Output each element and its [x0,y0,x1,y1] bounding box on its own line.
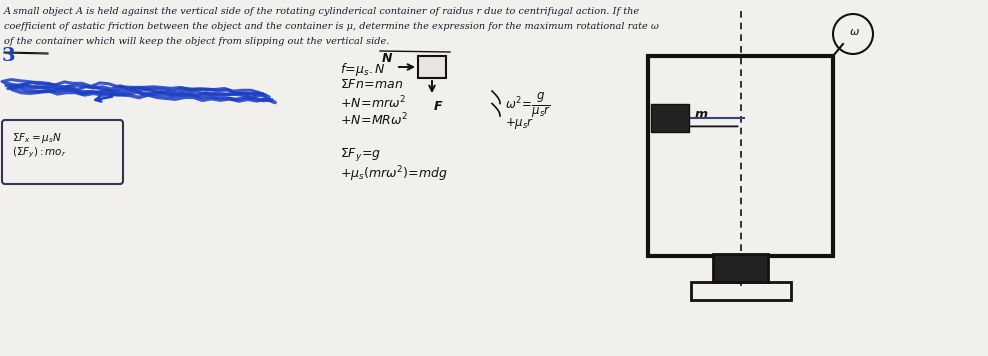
Text: A small object A is held against the vertical side of the rotating cylinderical : A small object A is held against the ver… [4,7,640,16]
FancyBboxPatch shape [2,120,123,184]
Bar [648,56,833,256]
Text: $(\Sigma F_y): mo_r$: $(\Sigma F_y): mo_r$ [12,146,66,161]
Text: $f \!=\! \mu_s . N$: $f \!=\! \mu_s . N$ [340,61,386,78]
Text: $+\mu_s(mr\omega^2) \!=\! mdg$: $+\mu_s(mr\omega^2) \!=\! mdg$ [340,164,449,184]
Text: $+N \!=\! mr\omega^2$: $+N \!=\! mr\omega^2$ [340,95,406,111]
Text: of the container which will keep the object from slipping out the vertical side.: of the container which will keep the obj… [4,37,389,46]
Text: m: m [695,108,708,120]
Text: coefficient of astatic friction between the object and the container is μ, deter: coefficient of astatic friction between … [4,22,659,31]
Text: $\Sigma F_{x}=\mu_s N$: $\Sigma F_{x}=\mu_s N$ [12,131,62,145]
Text: r: r [653,108,658,119]
Text: N: N [381,52,392,65]
Bar [713,254,768,282]
Bar [651,104,689,132]
Text: $+N \!=\! MR\omega^2$: $+N \!=\! MR\omega^2$ [340,112,408,129]
Text: $\Sigma F_y \!=\! g$: $\Sigma F_y \!=\! g$ [340,146,381,163]
Text: 3: 3 [2,47,16,65]
Text: $\omega$: $\omega$ [849,27,860,37]
Text: $+\mu_s r$: $+\mu_s r$ [505,116,535,131]
Bar [691,282,790,300]
Text: $\Sigma Fn \!=\! man$: $\Sigma Fn \!=\! man$ [340,78,403,91]
Bar [418,56,446,78]
Text: $\omega^2 \!=\! \dfrac{g}{\mu_s r}$: $\omega^2 \!=\! \dfrac{g}{\mu_s r}$ [505,91,551,120]
Text: F: F [434,100,443,113]
